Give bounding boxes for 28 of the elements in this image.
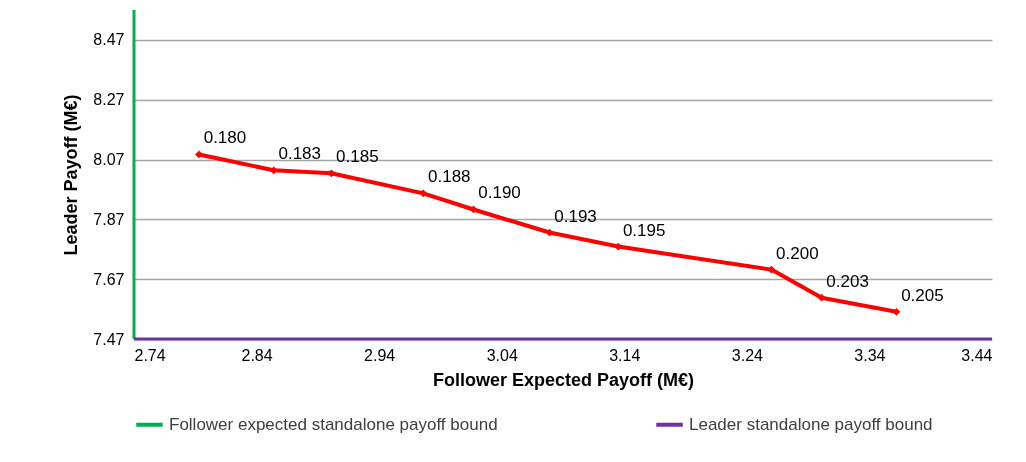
x-tick-label: 2.94 xyxy=(364,346,396,364)
annotation: 0.195 xyxy=(622,220,666,240)
legend-label: Follower expected standalone payoff bound xyxy=(169,414,498,434)
legend-label: Leader standalone payoff bound xyxy=(689,414,933,434)
y-tick-label: 7.47 xyxy=(93,330,125,348)
annotation: 0.183 xyxy=(278,144,321,164)
annotation: 0.193 xyxy=(554,206,597,226)
annotation: 0.190 xyxy=(478,183,521,203)
x-tick-label: 2.74 xyxy=(134,346,166,364)
annotation: 0.203 xyxy=(826,271,869,291)
y-tick-label: 8.47 xyxy=(93,31,125,49)
annotation: 0.185 xyxy=(336,147,379,167)
x-axis-title: Follower Expected Payoff (M€) xyxy=(432,369,695,390)
x-tick-label: 3.14 xyxy=(609,346,641,364)
y-axis-title: Leader Payoff (M€) xyxy=(61,94,82,256)
y-tick-label: 7.67 xyxy=(93,270,125,288)
x-tick-label: 3.04 xyxy=(486,346,518,364)
x-tick-label: 3.24 xyxy=(731,346,764,364)
annotation: 0.180 xyxy=(203,128,247,148)
y-tick-label: 7.87 xyxy=(93,210,125,228)
annotation: 0.200 xyxy=(776,243,819,263)
x-tick-label: 3.34 xyxy=(854,346,886,364)
y-tick-label: 8.27 xyxy=(93,91,125,109)
x-tick-label: 2.84 xyxy=(241,346,273,364)
x-tick-label: 3.44 xyxy=(961,346,993,364)
annotation: 0.205 xyxy=(901,285,944,305)
annotation: 0.188 xyxy=(428,167,471,187)
y-tick-label: 8.07 xyxy=(93,151,125,169)
